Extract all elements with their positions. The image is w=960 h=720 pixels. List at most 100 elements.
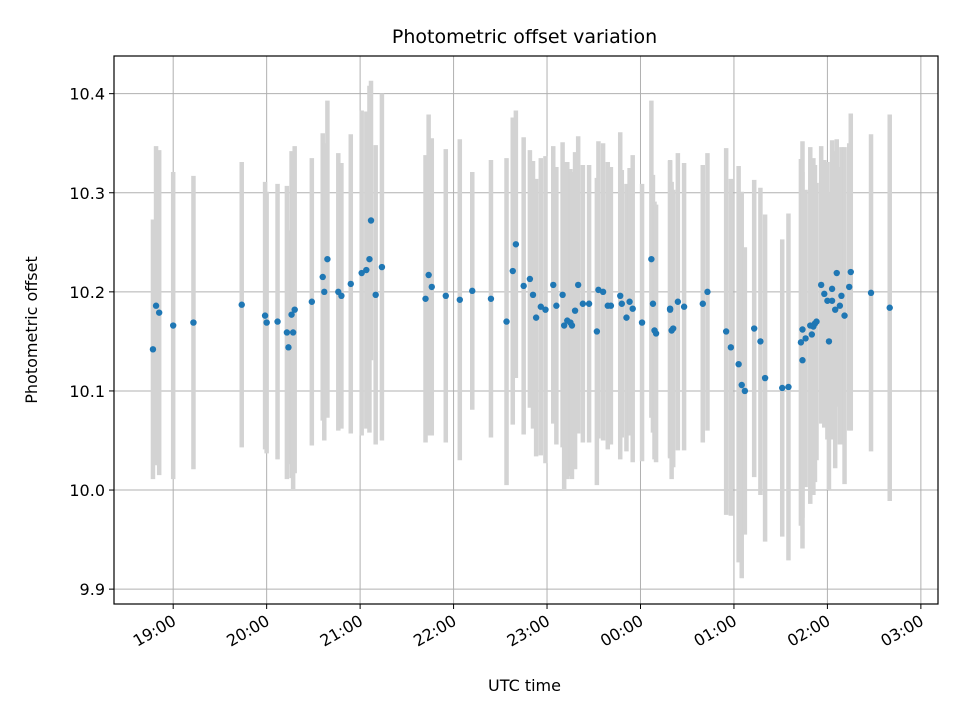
data-point	[319, 273, 326, 281]
data-point	[442, 292, 449, 300]
data-point	[750, 325, 758, 332]
data-point	[666, 306, 674, 313]
data-point	[568, 322, 576, 329]
data-point	[824, 297, 831, 304]
y-axis-label: Photometric offset	[22, 256, 41, 404]
data-point	[618, 300, 625, 307]
data-point	[509, 267, 516, 275]
data-point	[291, 306, 298, 313]
data-point	[722, 328, 730, 335]
data-point	[585, 300, 593, 307]
data-point	[886, 304, 893, 311]
data-point	[821, 290, 828, 298]
data-point	[638, 319, 646, 326]
data-point	[833, 269, 840, 277]
chart-title: Photometric offset variation	[392, 26, 657, 48]
data-point	[529, 291, 537, 299]
data-point	[825, 338, 833, 345]
data-point	[288, 311, 295, 318]
plot-frame	[113, 55, 939, 605]
data-point	[512, 241, 520, 248]
data-point	[779, 384, 786, 392]
data-point	[838, 292, 845, 300]
data-point	[542, 306, 549, 313]
data-point	[503, 318, 510, 325]
data-point	[785, 383, 792, 391]
data-point	[261, 312, 269, 319]
data-point	[363, 266, 370, 274]
data-point	[367, 217, 375, 224]
data-point	[593, 328, 601, 335]
data-point	[836, 302, 844, 309]
data-point	[152, 302, 160, 309]
data-point	[190, 319, 197, 326]
data-point	[802, 335, 809, 342]
data-point	[648, 255, 655, 263]
data-point	[550, 281, 557, 289]
data-point	[526, 275, 534, 283]
data-point	[813, 318, 820, 325]
data-point	[704, 288, 711, 296]
data-point	[289, 329, 297, 336]
data-point	[155, 309, 163, 316]
data-point	[735, 360, 742, 368]
data-point	[757, 338, 764, 345]
data-points	[149, 217, 893, 395]
data-point	[308, 298, 316, 305]
data-point	[626, 298, 633, 305]
data-point	[571, 307, 579, 314]
data-point	[669, 325, 677, 332]
data-point	[324, 255, 331, 263]
data-point	[741, 387, 749, 395]
data-point	[149, 346, 157, 353]
data-point	[422, 295, 429, 302]
y-axis: 9.9 10.0 10.1 10.2 10.3 10.4	[69, 85, 114, 599]
data-point	[372, 291, 379, 299]
data-point	[761, 374, 769, 382]
data-point	[623, 314, 630, 321]
data-point	[617, 292, 624, 300]
data-point	[338, 292, 345, 300]
data-point	[537, 303, 544, 310]
data-point	[456, 296, 463, 303]
data-point	[553, 302, 560, 309]
y-tick-label: 10.3	[69, 184, 105, 203]
data-point	[532, 314, 540, 321]
data-point	[867, 289, 875, 297]
data-point	[487, 295, 495, 302]
data-point	[797, 339, 805, 346]
data-point	[680, 303, 688, 310]
data-point	[274, 318, 281, 325]
data-point	[428, 283, 435, 291]
data-point	[574, 281, 582, 289]
data-point	[469, 287, 476, 295]
data-point	[169, 322, 177, 329]
data-point	[366, 255, 373, 263]
data-point	[699, 300, 706, 307]
data-point	[607, 302, 615, 309]
y-tick-label: 10.0	[69, 481, 105, 500]
data-point	[828, 285, 836, 293]
data-point	[847, 268, 854, 276]
data-point	[425, 271, 432, 279]
data-point	[347, 280, 354, 288]
data-point	[674, 298, 682, 305]
data-point	[520, 282, 527, 290]
x-axis-label: UTC time	[488, 676, 561, 695]
data-point	[828, 297, 836, 304]
y-tick-label: 10.1	[69, 382, 105, 401]
data-point	[727, 344, 735, 351]
y-tick-label: 9.9	[80, 580, 105, 599]
data-point	[799, 357, 806, 364]
data-point	[579, 300, 587, 307]
data-point	[238, 301, 245, 308]
data-point	[652, 330, 660, 337]
data-point	[321, 288, 328, 296]
data-point	[358, 269, 365, 277]
data-point	[285, 344, 292, 351]
data-point	[629, 305, 636, 312]
data-point	[738, 381, 745, 389]
data-point	[560, 322, 568, 329]
data-point	[559, 291, 566, 299]
